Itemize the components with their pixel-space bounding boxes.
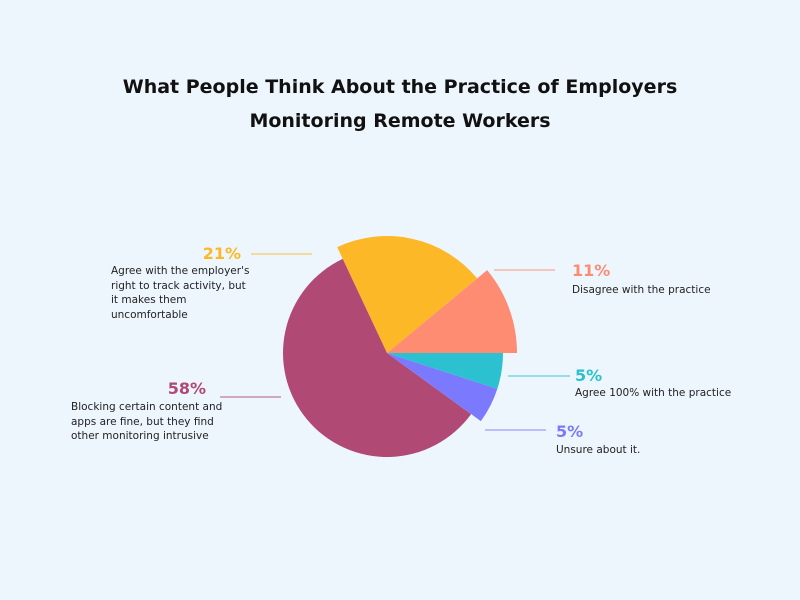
pie-slice-unsure bbox=[387, 353, 498, 422]
pie-slice-uncomfortable bbox=[337, 236, 478, 353]
pie-slice-intrusive bbox=[283, 258, 472, 458]
slice-label-uncomfortable: Agree with the employer's right to track… bbox=[111, 265, 250, 321]
slice-label-unsure: Unsure about it. bbox=[556, 444, 641, 456]
slice-value-label-agree: 5% bbox=[575, 366, 603, 385]
chart-title: What People Think About the Practice of … bbox=[122, 76, 678, 132]
pie-slice-disagree bbox=[387, 270, 517, 353]
slice-value-label-uncomfortable: 21% bbox=[202, 244, 241, 263]
slice-value-label-disagree: 11% bbox=[572, 261, 611, 280]
slice-label-agree: Agree 100% with the practice bbox=[575, 387, 732, 399]
slice-value-label-unsure: 5% bbox=[556, 422, 584, 441]
slice-label-intrusive: Blocking certain content and apps are fi… bbox=[71, 401, 223, 442]
pie-slice-agree bbox=[387, 353, 503, 389]
slice-label-disagree: Disagree with the practice bbox=[572, 284, 711, 296]
slice-value-label-intrusive: 58% bbox=[167, 379, 206, 398]
